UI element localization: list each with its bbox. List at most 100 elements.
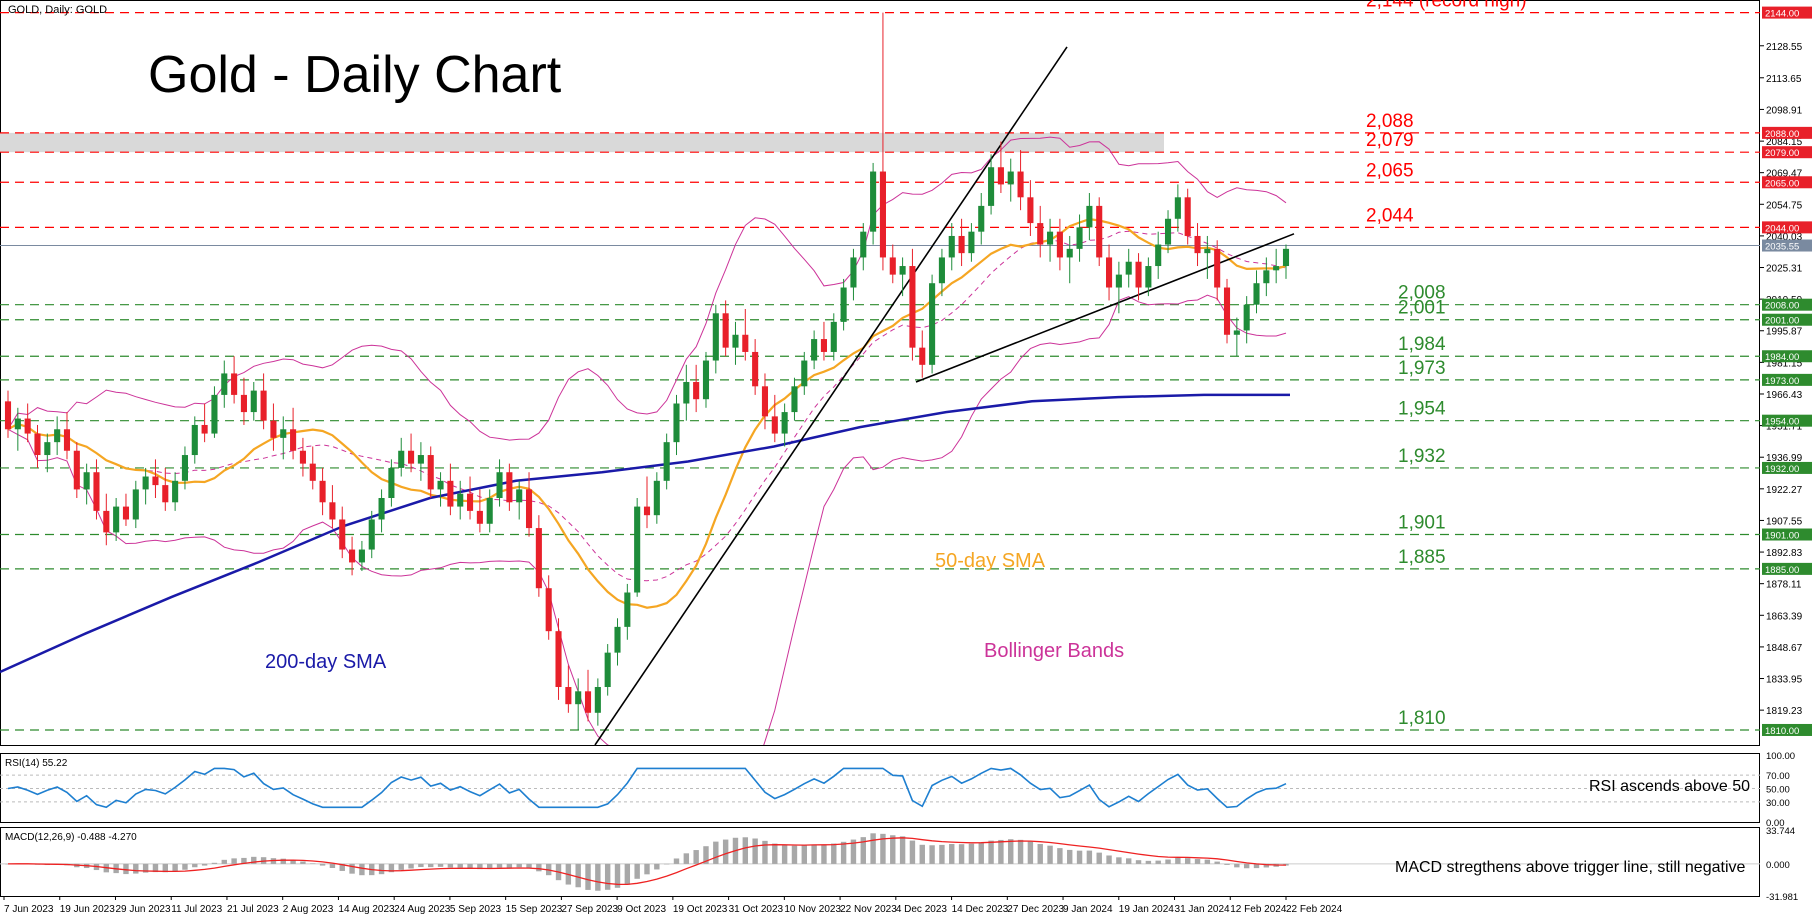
candle-body	[830, 321, 837, 352]
candle	[781, 403, 788, 447]
level-label: 2,065	[1366, 160, 1414, 181]
candle-body	[1037, 223, 1044, 245]
level-tag-text: 2008.00	[1765, 301, 1799, 312]
candle	[820, 321, 828, 361]
date-tick-label: 22 Feb 2024	[1286, 904, 1343, 915]
candle	[260, 373, 267, 430]
level-tag: 1932.00	[1762, 461, 1812, 475]
candle	[584, 669, 592, 722]
candle-body	[378, 498, 385, 520]
candle-body	[172, 480, 179, 503]
candle	[1086, 193, 1093, 241]
price-tick-label: 1922.27	[1766, 485, 1803, 496]
candle	[624, 583, 631, 640]
macd-histogram-bar	[457, 863, 463, 868]
bollinger-bands	[7, 136, 1287, 745]
candle	[181, 446, 189, 490]
candle	[1184, 188, 1191, 245]
level-tag-text: 2144.00	[1765, 9, 1799, 20]
candle-body	[417, 455, 424, 464]
candle-body	[1184, 197, 1191, 236]
candle	[761, 373, 769, 430]
candle-body	[1007, 171, 1014, 185]
macd-histogram-bar	[211, 862, 218, 864]
candle-body	[299, 450, 306, 464]
level-label: 1,954	[1398, 399, 1446, 420]
date-tick-label: 9 Oct 2023	[617, 904, 666, 915]
candle	[427, 446, 434, 498]
macd-histogram-bar	[1047, 845, 1053, 864]
rising-trendline	[594, 46, 1068, 745]
price-tick-label: 2054.75	[1766, 200, 1803, 211]
candle	[643, 476, 651, 529]
level-tag-text: 1810.00	[1765, 726, 1799, 737]
macd-histogram-bar	[506, 863, 513, 868]
candle	[663, 433, 670, 490]
date-tick-label: 27 Dec 2023	[1007, 904, 1064, 915]
bollinger-annotation: Bollinger Bands	[984, 640, 1124, 662]
candles	[4, 12, 1290, 730]
macd-histogram-bar	[172, 863, 178, 872]
macd-histogram-bar	[231, 858, 237, 864]
candle-body	[1135, 261, 1142, 288]
level-tag-box	[1762, 350, 1812, 363]
candle-body	[93, 472, 100, 511]
macd-histogram-bar	[831, 843, 837, 864]
macd-histogram-bar	[899, 836, 906, 864]
candle	[1115, 261, 1122, 314]
candle-body	[968, 231, 975, 254]
candle	[4, 390, 12, 438]
candle	[358, 540, 365, 572]
level-label: 2,088	[1366, 111, 1414, 132]
date-tick-label: 5 Sep 2023	[450, 904, 502, 915]
candle-body	[34, 433, 41, 456]
candle	[614, 618, 621, 666]
candle	[486, 489, 493, 533]
candle-body	[191, 424, 198, 456]
macd-histogram-bar	[1165, 859, 1171, 864]
sma50-line	[7, 217, 1287, 609]
level-label: 2,001	[1398, 298, 1446, 319]
candle	[1017, 150, 1024, 211]
level-tag: 2088.00	[1762, 126, 1812, 140]
candle	[1214, 240, 1221, 301]
macd-histogram-bar	[319, 863, 326, 866]
candle-body	[1056, 231, 1063, 258]
candle	[103, 493, 110, 546]
candle	[319, 467, 326, 516]
macd-histogram-bar	[487, 863, 493, 869]
macd-label: MACD(12,26,9) -0.488 -4.270	[5, 832, 137, 843]
candle-body	[1233, 330, 1240, 335]
macd-histogram-bar	[968, 843, 975, 864]
price-tick-label: 2040.03	[1766, 232, 1803, 243]
candle	[604, 644, 611, 696]
candle-body	[1017, 171, 1024, 198]
date-tick-label: 10 Nov 2023	[784, 904, 841, 915]
candle	[752, 339, 759, 395]
level-label: 2,079	[1366, 130, 1414, 151]
candle-body	[309, 463, 316, 481]
level-tag: 2065.00	[1762, 176, 1812, 189]
candle-body	[1115, 274, 1122, 288]
candle	[299, 437, 306, 477]
candle-body	[614, 626, 621, 653]
date-tick-label: 7 Jun 2023	[4, 904, 54, 915]
macd-histogram-bar	[870, 833, 876, 864]
candle	[683, 364, 690, 421]
candle-body	[1086, 205, 1093, 228]
candle-body	[1105, 257, 1113, 288]
current-price-text: 2035.55	[1765, 242, 1799, 253]
rsi-tick-label: 0.00	[1766, 818, 1785, 829]
candle-body	[1027, 197, 1034, 224]
sma50-annotation: 50-day SMA	[935, 550, 1046, 572]
candle	[14, 407, 21, 451]
moving-averages	[0, 217, 1290, 674]
macd-histogram-bar	[123, 863, 129, 875]
level-label: 1,973	[1398, 358, 1446, 379]
candle	[162, 467, 169, 511]
candle	[152, 459, 159, 498]
candle	[702, 351, 710, 408]
candle	[309, 446, 316, 490]
candle	[1056, 218, 1063, 271]
level-label: 1,932	[1398, 446, 1446, 467]
